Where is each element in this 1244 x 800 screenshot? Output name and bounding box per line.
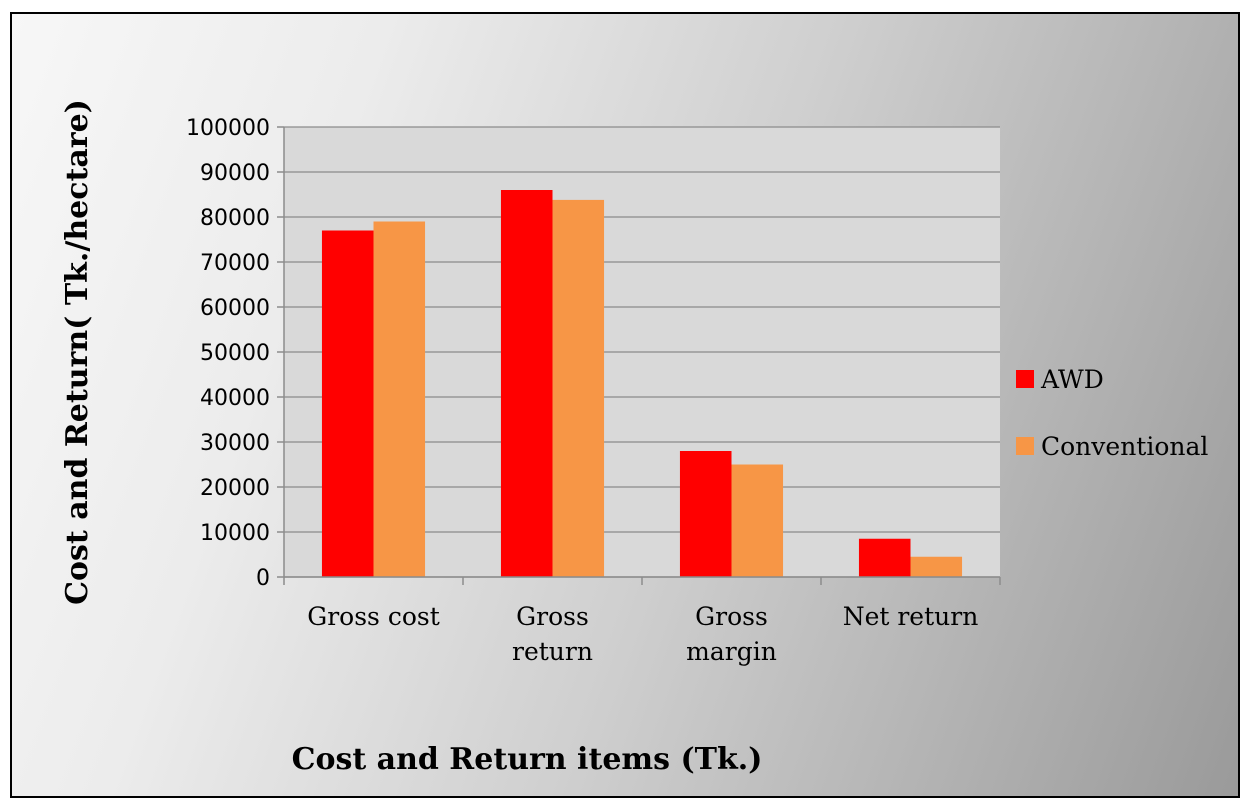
y-axis-title: Cost and Return( Tk./hectare) [60,99,95,605]
x-category-label: Gross return [512,602,593,666]
x-category-label: Net return [843,602,979,631]
bar-chart: 0 10000 20000 30000 40000 50000 60000 70000 8000… [60,99,1208,777]
bar-conventional [731,464,784,577]
y-tick-label: 70000 [200,251,270,276]
bar-conventional [552,199,605,577]
bar-conventional [910,556,963,577]
y-tick-labels: 0 10000 20000 30000 40000 50000 60000 70000 8000… [186,116,270,591]
axes [277,126,1001,585]
bars [321,190,963,577]
x-category-label: Gross margin [686,602,777,666]
chart-frame: 0 10000 20000 30000 40000 50000 60000 70000 8000… [10,12,1240,798]
x-category-label: Gross cost [307,602,440,631]
x-category-labels: Gross cost Gross return Gross margin Net retu… [307,602,978,666]
y-tick-label: 90000 [200,161,270,186]
legend: AWD Conventional [1016,365,1208,461]
legend-swatch-conventional [1016,437,1034,455]
bar-awd [321,230,374,577]
y-tick-label: 100000 [186,116,270,141]
legend-label-conventional: Conventional [1041,432,1208,461]
y-tick-label: 10000 [200,521,270,546]
y-tick-label: 50000 [200,341,270,366]
y-tick-label: 30000 [200,431,270,456]
bar-awd [500,190,553,577]
y-tick-label: 80000 [200,206,270,231]
x-axis-title: Cost and Return items (Tk.) [292,742,763,777]
y-tick-label: 60000 [200,296,270,321]
legend-swatch-awd [1016,370,1034,388]
bar-conventional [373,221,426,577]
bar-awd [679,451,732,577]
y-tick-label: 40000 [200,386,270,411]
y-tick-label: 0 [256,566,270,591]
legend-label-awd: AWD [1040,365,1104,394]
bar-awd [858,538,911,577]
y-tick-label: 20000 [200,476,270,501]
